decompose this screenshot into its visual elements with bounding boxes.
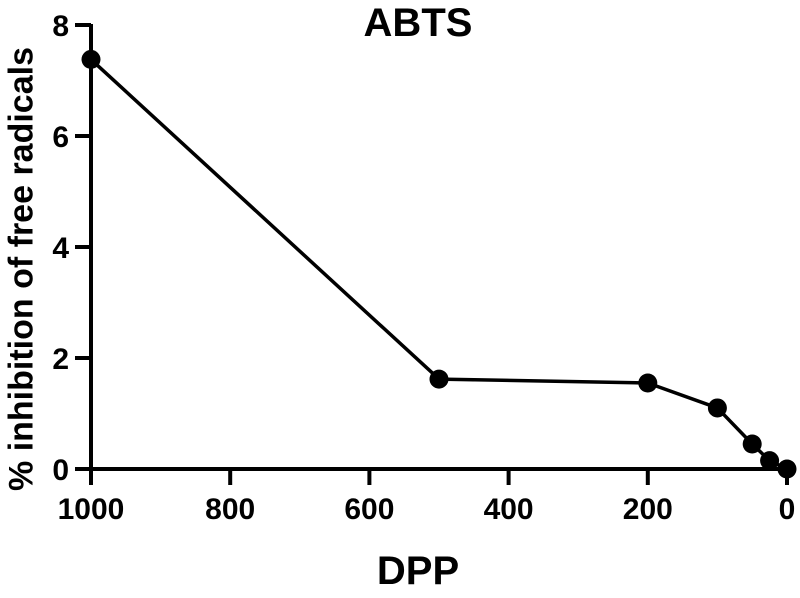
axes: 0 2 4 6 8 1000 800 600 400 200 0 [52,10,795,526]
x-tick-label: 200 [623,493,673,526]
data-point-marker [760,451,780,471]
series-line [89,58,788,471]
y-tick-label: 0 [52,454,69,487]
data-point-marker [638,373,658,393]
y-tick-label: 6 [52,121,69,154]
data-point-marker [429,369,449,389]
data-point-marker [742,434,762,454]
x-tick-label: 600 [344,493,394,526]
data-point-marker [707,398,727,418]
x-tick-label: 0 [779,493,796,526]
chart-title: ABTS [363,1,473,45]
y-tick-label: 8 [52,10,69,43]
data-point-marker [777,459,797,479]
y-tick-label: 4 [52,232,69,265]
x-axis-label: DPP [376,549,460,593]
y-tick-label: 2 [52,343,69,376]
x-tick-label: 400 [484,493,534,526]
data-point-marker [81,49,101,69]
data-series [81,49,797,479]
x-tick-label: 800 [205,493,255,526]
x-tick-label: 1000 [58,493,125,526]
